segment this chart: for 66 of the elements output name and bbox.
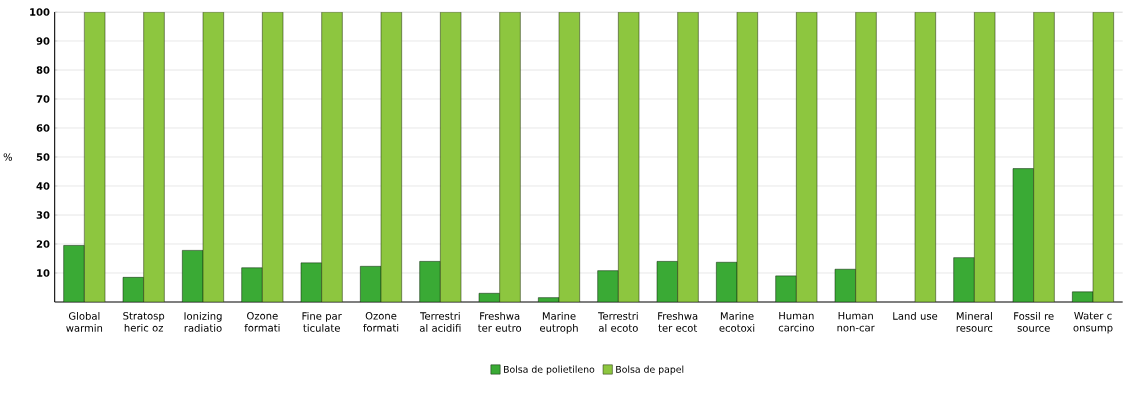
y-tick-label: 10 (37, 269, 50, 277)
bar (202, 12, 224, 302)
y-tick-label: 80 (36, 66, 50, 74)
bar (775, 275, 797, 302)
bar (656, 261, 678, 302)
bar (182, 250, 204, 302)
x-tick-label: Human non-car (837, 312, 875, 332)
bar (360, 266, 382, 302)
bar (300, 262, 322, 302)
x-tick-label: Land use (893, 312, 938, 320)
bar (953, 257, 975, 302)
bar (63, 245, 85, 302)
bar (716, 262, 738, 302)
x-tick-label: Ozone formati (363, 312, 399, 332)
bar (558, 12, 580, 302)
bar (499, 12, 521, 302)
bar (1033, 12, 1055, 302)
y-tick-label: 60 (36, 124, 50, 132)
x-tick-label: Marine ecotoxi (719, 312, 755, 332)
bar (796, 12, 818, 302)
x-tick-label: Stratosp heric oz (123, 312, 165, 332)
x-tick-label: Marine eutroph (540, 312, 578, 334)
bar (143, 12, 165, 302)
y-tick-label: 50 (36, 153, 50, 161)
bar (478, 293, 500, 302)
y-tick-label: 40 (36, 182, 50, 190)
y-tick-label: 70 (36, 95, 50, 103)
bar (321, 12, 343, 302)
y-tick-label: 20 (36, 240, 50, 248)
bar (84, 12, 106, 302)
y-tick-label: 100 (30, 8, 50, 16)
x-tick-label: Fine par ticulate (302, 312, 342, 332)
bar (597, 270, 619, 302)
bar (914, 12, 936, 302)
bar (122, 277, 144, 302)
x-tick-label: Mineral resourc (956, 312, 993, 332)
bar (538, 297, 560, 302)
bar (834, 268, 856, 302)
y-tick-label: 90 (36, 37, 50, 45)
x-tick-label: Global warmin (66, 312, 103, 332)
bar (736, 12, 758, 302)
y-tick-label: 30 (36, 211, 50, 219)
bar (440, 12, 462, 302)
x-tick-label: Ozone formati (244, 312, 280, 332)
x-tick-label: Fossil re source (1014, 312, 1054, 332)
x-tick-label: Ionizing radiatio (184, 312, 222, 332)
bar (419, 261, 441, 302)
x-tick-label: Human carcino (778, 312, 814, 332)
bar (974, 12, 996, 302)
x-tick-label: Terrestri al ecoto (598, 312, 638, 332)
bar (1072, 291, 1094, 302)
bar (855, 12, 877, 302)
legend-label: Bolsa de polietileno (504, 365, 595, 375)
bar (1012, 168, 1034, 302)
x-tick-label: Freshwa ter ecot (658, 312, 698, 332)
x-tick-label: Water c onsump (1073, 312, 1113, 334)
bar (380, 12, 402, 302)
y-axis-title: % (3, 153, 13, 161)
legend-label: Bolsa de papel (616, 365, 684, 375)
bar (1092, 12, 1114, 302)
x-tick-label: Freshwa ter eutro (477, 312, 522, 332)
bar (677, 12, 699, 302)
x-tick-label: Terrestri al acidifi (419, 312, 461, 332)
bar (262, 12, 284, 302)
bar (618, 12, 640, 302)
bar (241, 267, 263, 302)
